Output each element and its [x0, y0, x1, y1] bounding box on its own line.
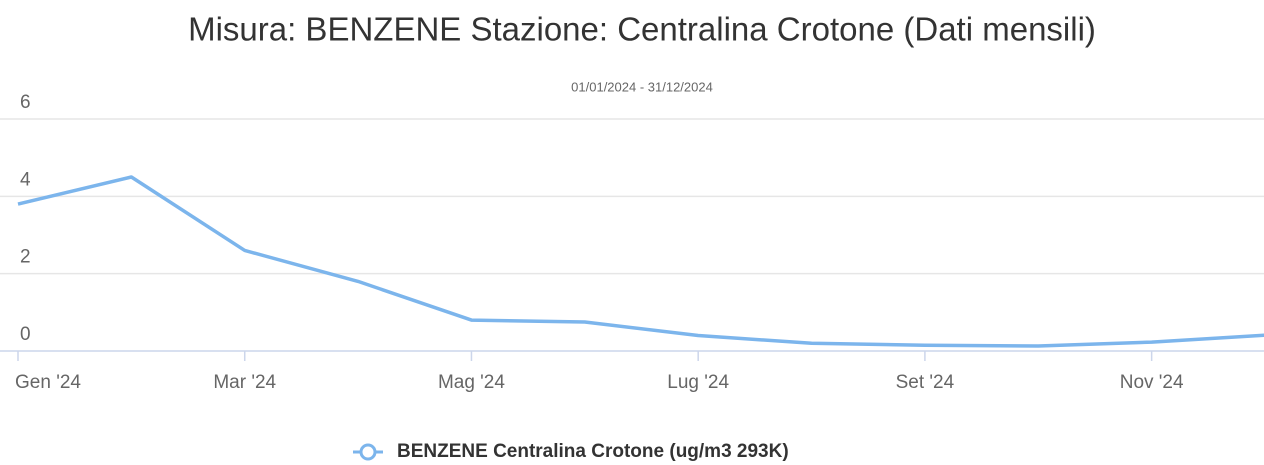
x-tick-label: Set '24 — [896, 372, 955, 393]
chart-title: Misura: BENZENE Stazione: Centralina Cro… — [188, 11, 1096, 48]
y-tick-label: 4 — [20, 169, 31, 190]
legend-marker — [359, 443, 377, 461]
series-line — [17, 175, 1264, 348]
x-tick-label: Mar '24 — [213, 372, 276, 393]
legend-label: BENZENE Centralina Crotone (ug/m3 293K) — [397, 441, 789, 462]
x-tick-label: Gen '24 — [15, 372, 81, 393]
chart-subtitle: 01/01/2024 - 31/12/2024 — [571, 79, 713, 94]
y-tick-label: 6 — [20, 92, 31, 113]
y-tick-label: 0 — [20, 324, 31, 345]
y-tick-label: 2 — [20, 247, 31, 268]
x-tick-label: Lug '24 — [667, 372, 729, 393]
x-tick-label: Mag '24 — [438, 372, 505, 393]
x-tick-label: Nov '24 — [1120, 372, 1184, 393]
